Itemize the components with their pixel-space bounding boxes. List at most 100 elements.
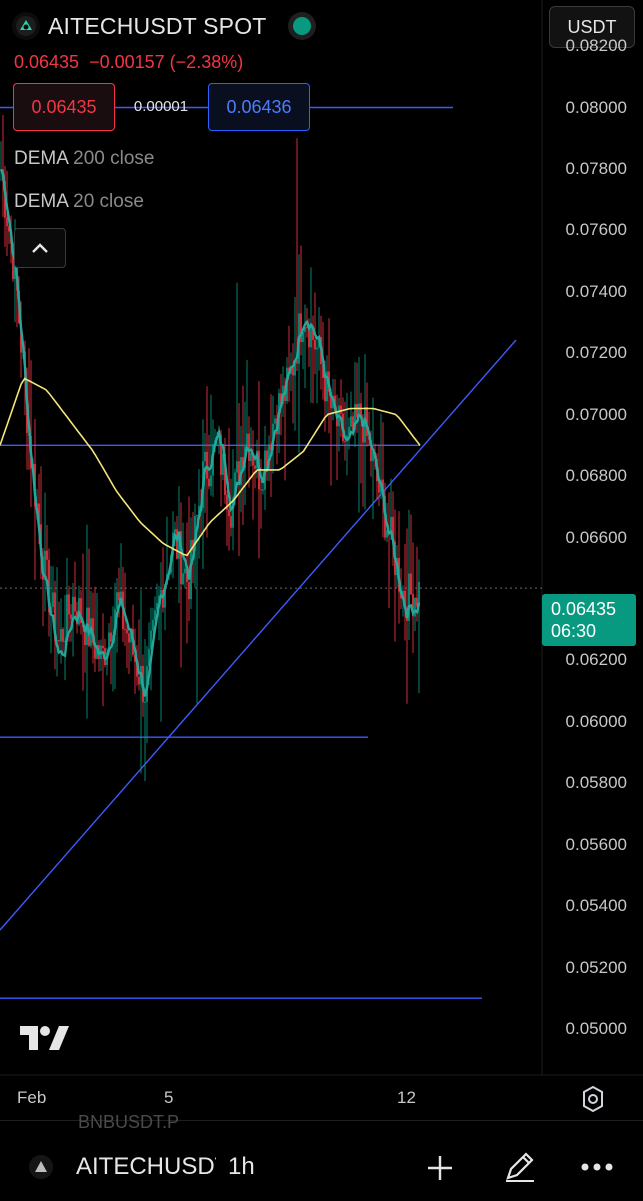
buy-button[interactable]: 0.06436 <box>208 83 310 131</box>
price-tick: 0.05600 <box>565 834 627 854</box>
candle-body <box>144 701 146 703</box>
candle-body <box>416 597 418 607</box>
candle-body <box>54 592 56 641</box>
price-tick: 0.06800 <box>565 466 627 486</box>
candle-body <box>206 451 208 479</box>
candle-body <box>120 591 122 601</box>
candle-body <box>44 550 46 580</box>
candle-body <box>266 450 268 469</box>
candle-body <box>360 403 362 419</box>
candle-body <box>88 607 90 646</box>
interval-button[interactable]: 1h <box>228 1153 255 1180</box>
candle-body <box>358 403 360 418</box>
candle-body <box>52 592 54 607</box>
candle-body <box>324 377 326 402</box>
candle-body <box>232 497 234 528</box>
candle-body <box>312 325 314 340</box>
candle-body <box>70 614 72 619</box>
price-tick: 0.06000 <box>565 711 627 731</box>
time-tick: 12 <box>397 1088 416 1107</box>
symbol-title[interactable]: AITECHUSDT SPOT <box>48 12 267 39</box>
price-tick: 0.05400 <box>565 896 627 916</box>
candle-body <box>134 654 136 662</box>
candle-body <box>270 444 272 451</box>
candle-body <box>186 568 188 583</box>
candle-body <box>62 629 64 642</box>
candle-body <box>386 530 388 538</box>
candle-body <box>164 584 166 608</box>
indicator-legend-dema-200[interactable]: DEMA 200 close <box>14 148 154 170</box>
candle-body <box>242 457 244 469</box>
bottom-toolbar <box>0 1120 643 1201</box>
bottom-symbol-button[interactable]: AITECHUSDT <box>76 1153 216 1180</box>
candle-body <box>370 439 372 462</box>
candle-body <box>64 640 66 642</box>
collapse-legend-button[interactable] <box>14 228 66 268</box>
candle-body <box>110 632 112 642</box>
candle-body <box>46 550 48 560</box>
candle-body <box>344 441 346 443</box>
indicator-legend-dema-20[interactable]: DEMA 20 close <box>14 191 144 213</box>
candle-body <box>220 434 222 475</box>
candle-body <box>124 628 126 630</box>
candle-body <box>174 529 176 533</box>
candle-body <box>180 531 182 585</box>
add-plus-icon[interactable] <box>424 1152 456 1189</box>
candle-body <box>350 416 352 427</box>
candle-body <box>178 531 180 559</box>
candle-body <box>222 453 224 475</box>
candle-body <box>188 582 190 600</box>
candle-body <box>248 433 250 461</box>
candle-body <box>60 629 62 642</box>
price-quote: 0.06435 −0.00157 (−2.38%) <box>14 52 243 73</box>
price-tick: 0.07600 <box>565 220 627 240</box>
candle-body <box>408 573 410 621</box>
sell-button[interactable]: 0.06435 <box>13 83 115 131</box>
price-tick: 0.07000 <box>565 404 627 424</box>
trendline <box>0 339 517 931</box>
candle-body <box>304 326 306 333</box>
candle-body <box>158 595 160 604</box>
candle-body <box>262 489 264 491</box>
candle-body <box>96 644 98 659</box>
chart-settings-gear-icon[interactable] <box>578 1084 608 1119</box>
candle-body <box>126 629 128 634</box>
candle-body <box>340 405 342 414</box>
candle-body <box>92 618 94 643</box>
drawing-pen-icon[interactable] <box>502 1148 538 1189</box>
candle-body <box>364 406 366 443</box>
currency-selector[interactable]: USDT <box>549 6 635 48</box>
candle-body <box>392 516 394 542</box>
price-tick: 0.07800 <box>565 158 627 178</box>
candle-body <box>300 313 302 342</box>
candle-body <box>366 406 368 437</box>
current-price-value: 0.06435 <box>551 599 617 619</box>
candle-body <box>148 648 150 667</box>
indicator-name: DEMA <box>14 148 68 169</box>
time-tick: 5 <box>164 1088 174 1107</box>
candle-body <box>66 594 68 641</box>
candle-body <box>72 596 74 619</box>
more-options-icon[interactable] <box>580 1160 614 1178</box>
bar-countdown: 06:30 <box>551 621 597 641</box>
candle-body <box>292 367 294 376</box>
candle-body <box>390 516 392 535</box>
candle-body <box>48 559 50 613</box>
dema-20-line <box>0 168 421 697</box>
candle-body <box>238 461 240 485</box>
candle-body <box>236 461 238 473</box>
candle-body <box>234 472 236 498</box>
candle-body <box>228 509 230 517</box>
candle-body <box>74 596 76 612</box>
candle-body <box>330 391 332 409</box>
candle-body <box>6 217 8 227</box>
candle-body <box>226 494 228 510</box>
symbol-header[interactable]: AITECHUSDT SPOT <box>12 10 311 42</box>
candle-body <box>316 347 318 350</box>
candle-body <box>230 516 232 528</box>
candle-body <box>138 676 140 685</box>
candle-body <box>150 630 152 649</box>
dema-200-line <box>0 377 421 557</box>
exchange-logo-icon <box>12 12 40 40</box>
